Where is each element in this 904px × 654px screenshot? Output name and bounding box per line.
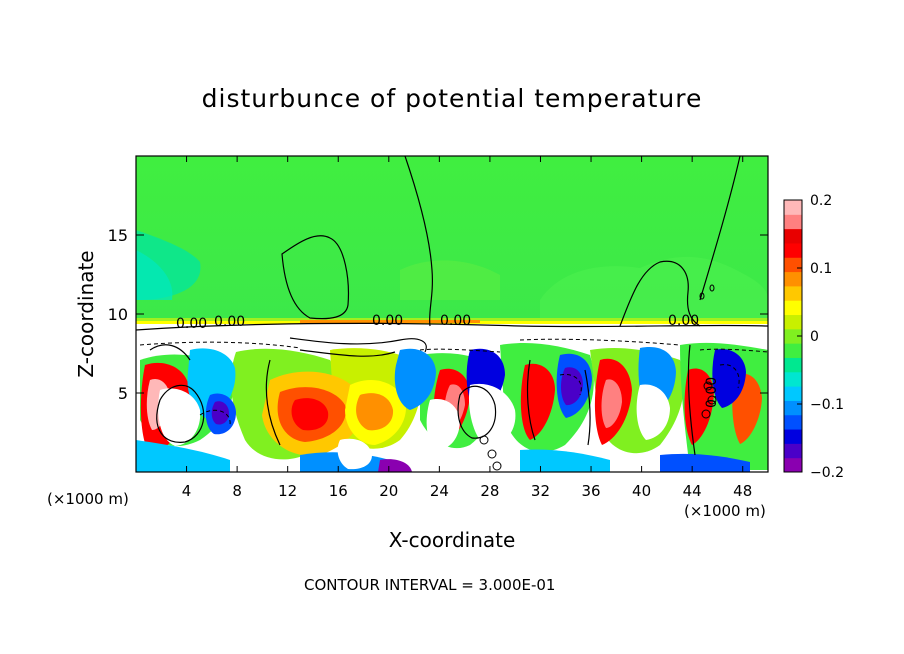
contour-label: 0.00 xyxy=(668,313,699,329)
contour-label: 0.00 xyxy=(704,377,720,408)
x-tick-label: 16 xyxy=(329,482,348,500)
chart-title: disturbunce of potential temperature xyxy=(201,84,703,113)
x-axis-label-text: X-coordinate xyxy=(388,528,516,552)
y-axis: 5 10 15 xyxy=(108,226,768,403)
contour-label: 0.00 xyxy=(372,313,403,329)
contour-label: 0.00 xyxy=(176,316,207,332)
y-tick-label: 5 xyxy=(118,384,128,403)
x-tick-label: 8 xyxy=(232,482,242,500)
colorbar-tick-label: 0 xyxy=(810,329,819,345)
x-tick-label: 4 xyxy=(182,482,192,500)
y-tick-label: 10 xyxy=(108,305,128,324)
colorbar-segment xyxy=(784,271,802,287)
colorbar-segment xyxy=(784,228,802,244)
y-tick-label: 15 xyxy=(108,226,128,245)
x-tick-label: 24 xyxy=(430,482,449,500)
contour-label: 0.00 xyxy=(214,314,245,330)
colorbar-segment xyxy=(784,285,802,301)
colorbar-segment xyxy=(784,457,802,473)
x-unit-label-right: (×1000 m) xyxy=(684,502,766,520)
colorbar-segment xyxy=(784,300,802,316)
x-tick-label: 48 xyxy=(733,482,752,500)
x-tick-label: 36 xyxy=(581,482,600,500)
colorbar-segment xyxy=(784,429,802,444)
colorbar-segment xyxy=(784,386,802,401)
x-tick-label: 28 xyxy=(480,482,499,500)
colorbar-segment xyxy=(784,200,802,215)
colorbar-segment xyxy=(784,242,802,258)
y-axis-label: Z-coordinate xyxy=(74,250,98,378)
colorbar-segment xyxy=(784,443,802,459)
colorbar-segment xyxy=(784,343,802,358)
colorbar: 0.2 0.1 0 −0.1 −0.2 xyxy=(783,193,844,481)
colorbar-tick-label: 0.1 xyxy=(810,261,832,277)
contour-interval-text: CONTOUR INTERVAL = 3.000E-01 xyxy=(304,576,556,594)
colorbar-segment xyxy=(784,328,802,344)
colorbar-segment xyxy=(784,357,802,373)
x-tick-label: 44 xyxy=(683,482,702,500)
heatmap-field xyxy=(136,156,768,472)
x-axis: 4 8 12 16 20 24 28 32 36 40 44 48 xyxy=(182,156,752,500)
contour-label: 0.00 xyxy=(440,313,471,329)
x-tick-label: 32 xyxy=(531,482,550,500)
colorbar-segment xyxy=(784,314,802,330)
colorbar-segment xyxy=(784,414,802,430)
x-tick-label: 12 xyxy=(278,482,297,500)
x-tick-label: 20 xyxy=(379,482,398,500)
x-axis-label: X-coordinate xyxy=(0,528,904,552)
colorbar-tick-label: −0.2 xyxy=(810,465,844,481)
x-unit-label-left: (×1000 m) xyxy=(47,490,129,508)
colorbar-segment xyxy=(784,257,802,273)
colorbar-tick-label: −0.1 xyxy=(810,397,844,413)
colorbar-segment xyxy=(784,214,802,230)
colorbar-segment xyxy=(784,371,802,387)
colorbar-segment xyxy=(784,400,802,416)
x-tick-label: 40 xyxy=(632,482,651,500)
contour-labels: 0.00 0.00 0.00 0.00 0.00 0.00 xyxy=(176,313,720,408)
colorbar-tick-label: 0.2 xyxy=(810,193,832,209)
